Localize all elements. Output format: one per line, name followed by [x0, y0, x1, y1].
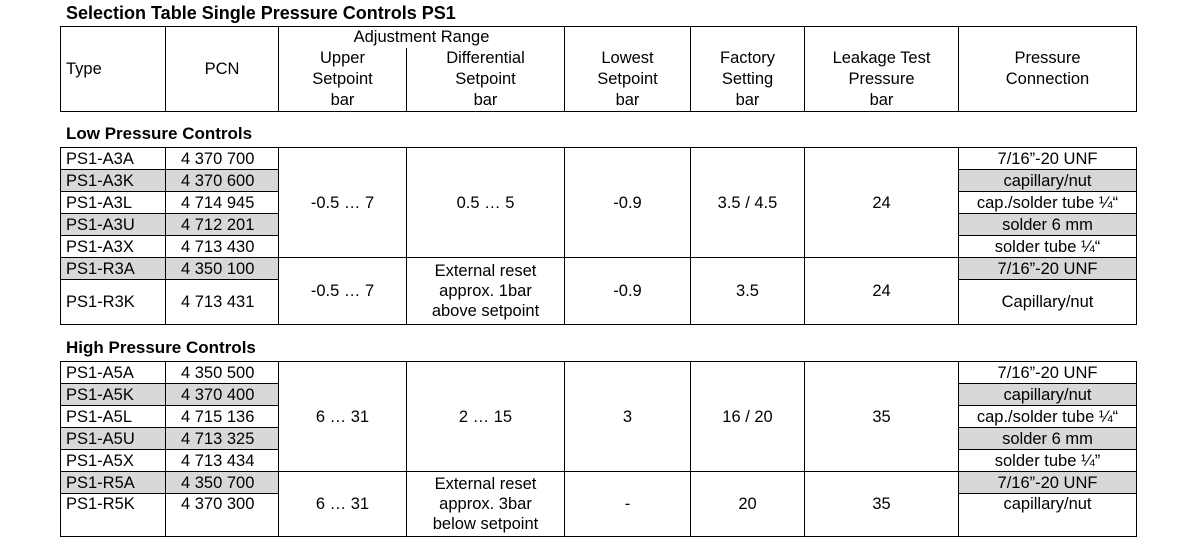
connection-cell: 7/16”-20 UNF — [958, 147, 1137, 170]
leakage-cell: 35 — [804, 361, 959, 472]
differential-cell: 0.5 … 5 — [406, 147, 565, 258]
connection-cell: capillary/nut — [958, 383, 1137, 406]
header-lowest-setpoint: Lowest Setpoint bar — [564, 26, 691, 112]
header-leakage-test: Leakage Test Pressure bar — [804, 26, 959, 112]
type-cell: PS1-A3K — [60, 169, 166, 192]
factory-setting-cell: 3.5 — [690, 257, 805, 325]
lowest-setpoint-cell: - — [564, 471, 691, 537]
type-cell: PS1-A5X — [60, 449, 166, 472]
pcn-cell: 4 715 136 — [165, 405, 279, 428]
type-cell: PS1-A3U — [60, 213, 166, 236]
lowest-setpoint-cell: -0.9 — [564, 257, 691, 325]
connection-cell: capillary/nut — [958, 169, 1137, 192]
type-cell: PS1-A5A — [60, 361, 166, 384]
differential-cell: External reset approx. 3bar below setpoint — [406, 471, 565, 537]
table-row: PS1-A3A 4 370 700 -0.5 … 7 0.5 … 5 -0.9 … — [60, 147, 1137, 258]
differential-cell: External reset approx. 1bar above setpoint — [406, 257, 565, 325]
upper-setpoint-cell: 6 … 31 — [278, 361, 407, 472]
table-row: PS1-R5K 4 370 300 capillary/nut — [60, 493, 1137, 537]
header-differential-setpoint: Differential Setpoint bar — [406, 48, 565, 112]
header-pcn: PCN — [165, 26, 279, 112]
high-pressure-table: PS1-A5A 4 350 500 6 … 31 2 … 15 3 16 / 2… — [60, 361, 1137, 537]
pcn-cell: 4 350 500 — [165, 361, 279, 384]
pcn-cell: 4 370 600 — [165, 169, 279, 192]
connection-cell: cap./solder tube ¼“ — [958, 191, 1137, 214]
connection-cell: solder tube ¼” — [958, 449, 1137, 472]
pcn-cell: 4 712 201 — [165, 213, 279, 236]
factory-setting-cell: 16 / 20 — [690, 361, 805, 472]
type-cell: PS1-A5K — [60, 383, 166, 406]
table-row: PS1-A5K 4 370 400 capillary/nut — [60, 383, 1137, 406]
header-upper-setpoint: Upper Setpoint bar — [278, 48, 407, 112]
type-cell: PS1-A5L — [60, 405, 166, 428]
table-row: PS1-A5A 4 350 500 6 … 31 2 … 15 3 16 / 2… — [60, 361, 1137, 472]
lowest-setpoint-cell: 3 — [564, 361, 691, 472]
table-row: PS1-R5A 4 350 700 6 … 31 External reset a… — [60, 471, 1137, 537]
type-cell: PS1-A3X — [60, 235, 166, 258]
table-row: PS1-A3X 4 713 430 solder tube ¼“ — [60, 235, 1137, 258]
connection-cell: 7/16”-20 UNF — [958, 257, 1137, 280]
table-row: PS1-A3K 4 370 600 capillary/nut — [60, 169, 1137, 192]
connection-cell: solder tube ¼“ — [958, 235, 1137, 258]
pcn-cell: 4 370 700 — [165, 147, 279, 170]
low-pressure-table: PS1-A3A 4 370 700 -0.5 … 7 0.5 … 5 -0.9 … — [60, 147, 1137, 325]
table-row: PS1-R3A 4 350 100 -0.5 … 7 External rese… — [60, 257, 1137, 325]
connection-cell: solder 6 mm — [958, 213, 1137, 236]
pcn-cell: 4 713 430 — [165, 235, 279, 258]
differential-cell: 2 … 15 — [406, 361, 565, 472]
type-cell: PS1-R3K — [60, 279, 166, 325]
connection-cell: 7/16”-20 UNF — [958, 471, 1137, 494]
factory-setting-cell: 3.5 / 4.5 — [690, 147, 805, 258]
type-cell: PS1-A3L — [60, 191, 166, 214]
type-cell: PS1-A5U — [60, 427, 166, 450]
leakage-cell: 24 — [804, 257, 959, 325]
type-cell: PS1-A3A — [60, 147, 166, 170]
pcn-cell: 4 370 400 — [165, 383, 279, 406]
connection-cell: Capillary/nut — [958, 279, 1137, 325]
type-cell: PS1-R3A — [60, 257, 166, 280]
table-row: PS1-A5L 4 715 136 cap./solder tube ¼“ — [60, 405, 1137, 428]
table-title: Selection Table Single Pressure Controls… — [66, 3, 456, 23]
table-row: PS1-A3U 4 712 201 solder 6 mm — [60, 213, 1137, 236]
table-row: PS1-A5X 4 713 434 solder tube ¼” — [60, 449, 1137, 472]
header-type: Type — [60, 26, 166, 112]
type-cell: PS1-R5K — [60, 493, 166, 537]
connection-cell: solder 6 mm — [958, 427, 1137, 450]
header-factory-setting: Factory Setting bar — [690, 26, 805, 112]
pcn-cell: 4 713 325 — [165, 427, 279, 450]
high-pressure-section-title: High Pressure Controls — [66, 338, 256, 357]
pcn-cell: 4 370 300 — [165, 493, 279, 537]
connection-cell: cap./solder tube ¼“ — [958, 405, 1137, 428]
low-pressure-section-title: Low Pressure Controls — [66, 124, 253, 143]
connection-cell: capillary/nut — [958, 493, 1137, 537]
upper-setpoint-cell: -0.5 … 7 — [278, 257, 407, 325]
pcn-cell: 4 713 431 — [165, 279, 279, 325]
leakage-cell: 24 — [804, 147, 959, 258]
pcn-cell: 4 350 700 — [165, 471, 279, 494]
header-table: Type PCN Adjustment Range Lowest Setpoint… — [60, 26, 1137, 112]
lowest-setpoint-cell: -0.9 — [564, 147, 691, 258]
upper-setpoint-cell: -0.5 … 7 — [278, 147, 407, 258]
pcn-cell: 4 350 100 — [165, 257, 279, 280]
pcn-cell: 4 713 434 — [165, 449, 279, 472]
type-cell: PS1-R5A — [60, 471, 166, 494]
header-pressure-connection: Pressure Connection — [958, 26, 1137, 112]
table-row: PS1-R3K 4 713 431 Capillary/nut — [60, 279, 1137, 325]
upper-setpoint-cell: 6 … 31 — [278, 471, 407, 537]
header-adjustment-range: Adjustment Range — [278, 26, 565, 48]
factory-setting-cell: 20 — [690, 471, 805, 537]
connection-cell: 7/16”-20 UNF — [958, 361, 1137, 384]
leakage-cell: 35 — [804, 471, 959, 537]
pcn-cell: 4 714 945 — [165, 191, 279, 214]
